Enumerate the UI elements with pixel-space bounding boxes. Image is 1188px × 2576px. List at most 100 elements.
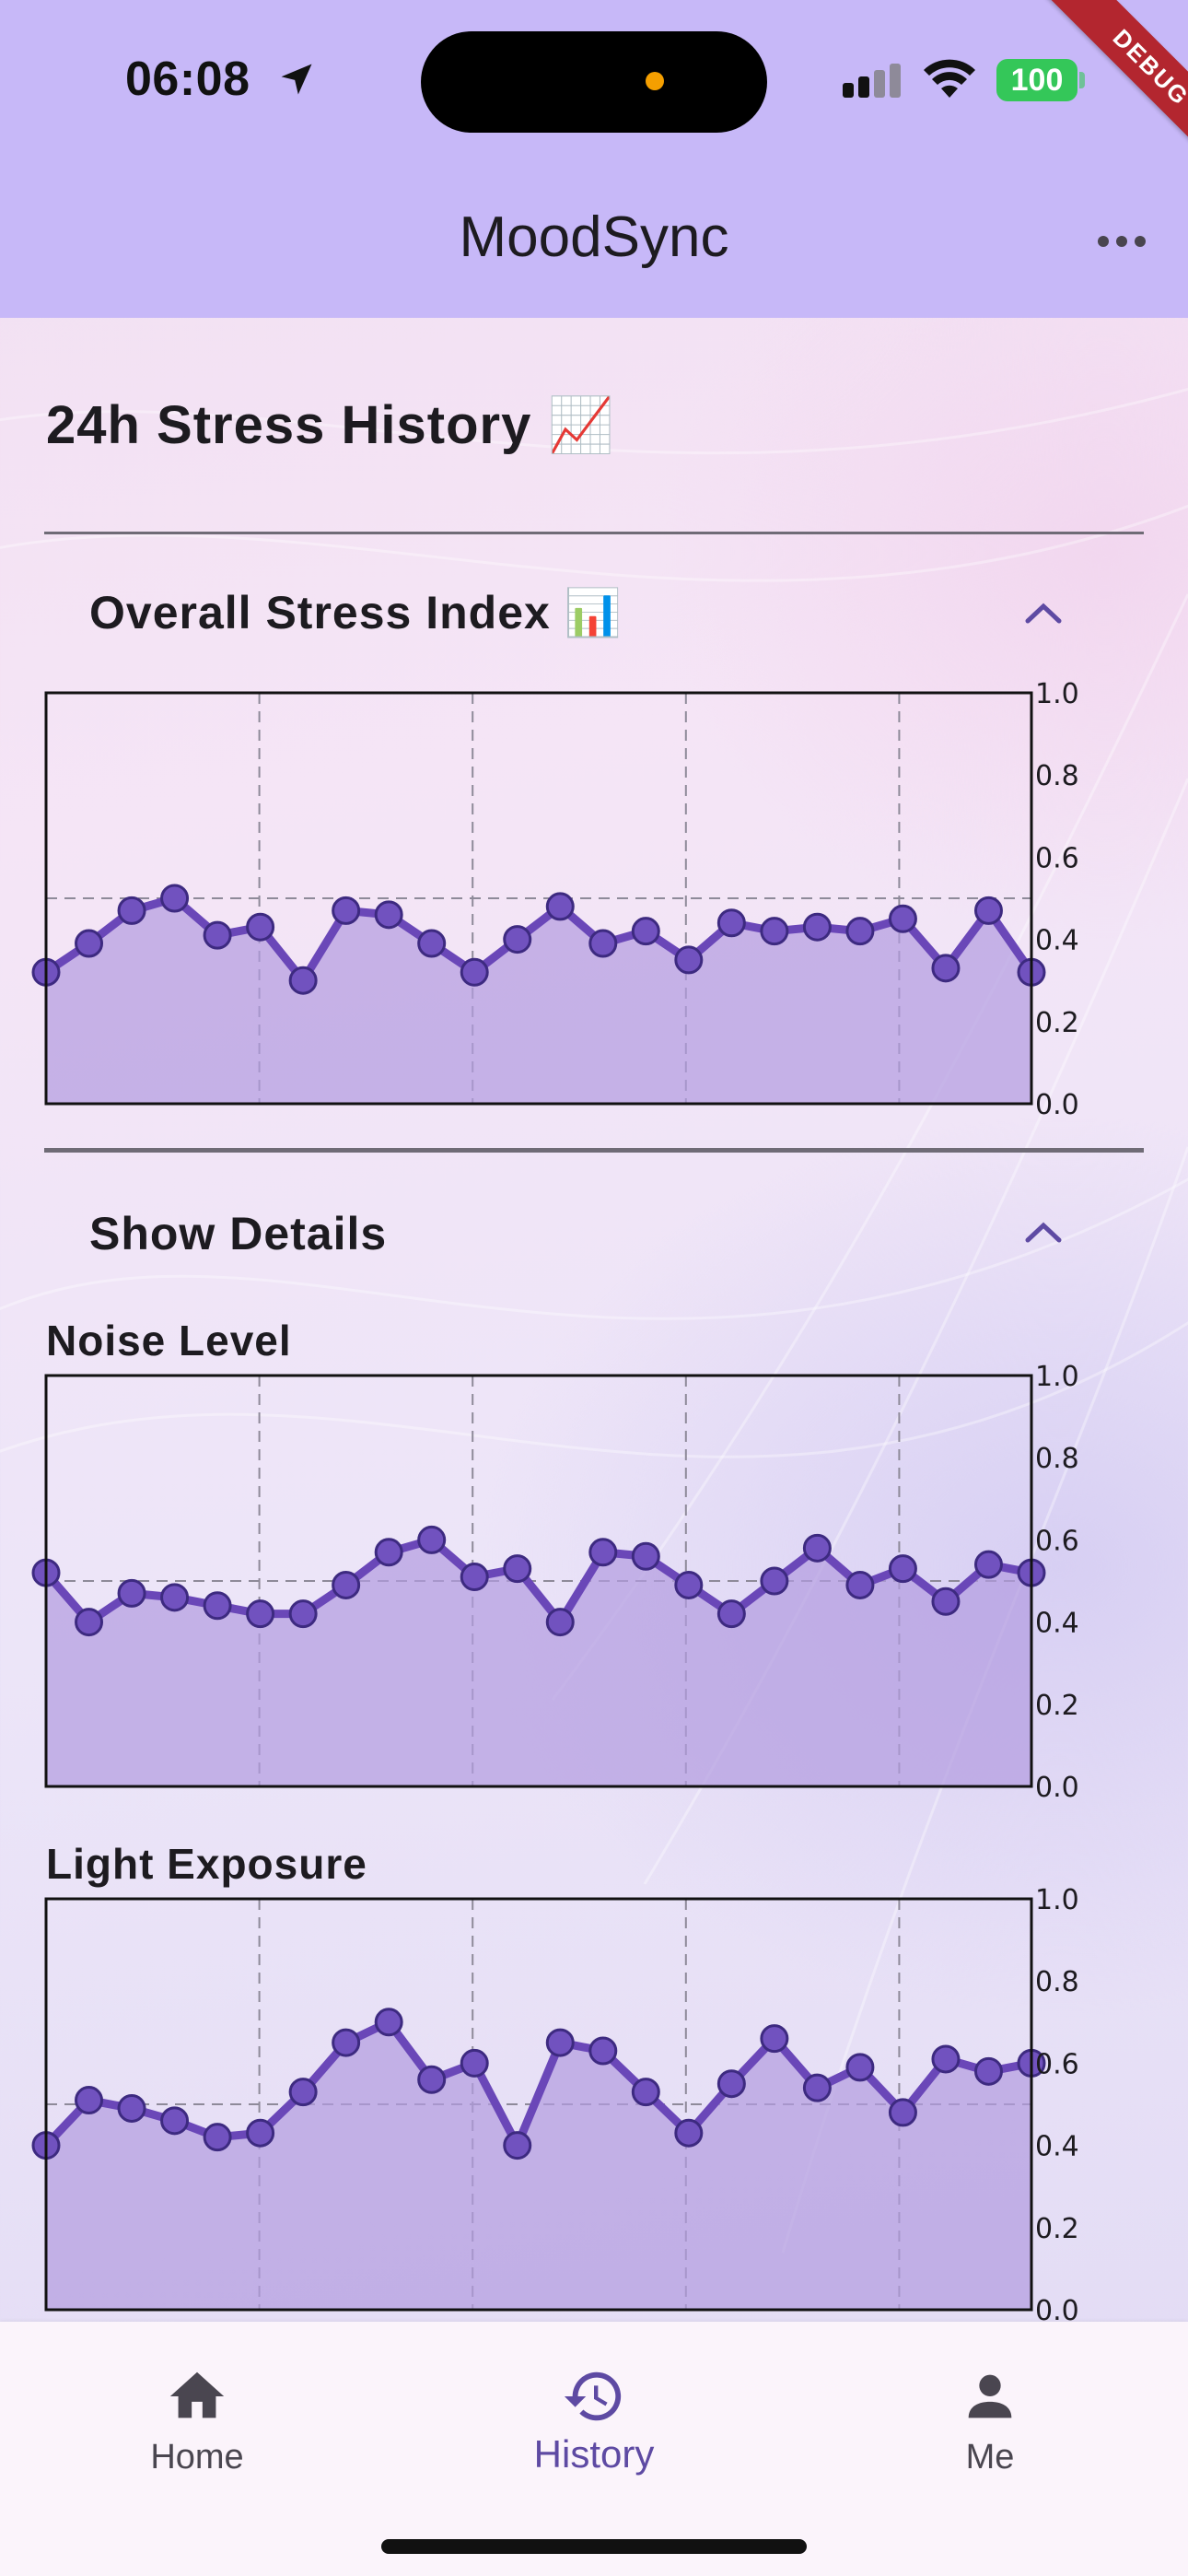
data-point <box>117 2093 146 2123</box>
data-point <box>374 2008 403 2037</box>
bottom-navigation-bar: Home History Me <box>0 2322 1188 2576</box>
y-tick-label: 0.8 <box>1035 1966 1079 1998</box>
data-point <box>460 2048 489 2078</box>
nav-item-me[interactable]: Me <box>879 2346 1101 2502</box>
divider-details <box>44 1148 1144 1153</box>
y-tick-label: 0.6 <box>1035 2048 1079 2080</box>
cellular-signal-icon <box>843 64 901 98</box>
data-point <box>203 1591 232 1621</box>
overall-stress-chart: 0.0 0.2 0.4 0.6 0.8 1.0 <box>0 682 1188 1115</box>
data-point <box>674 945 704 975</box>
status-time: 06:08 <box>125 53 250 106</box>
app-title: MoodSync <box>459 205 729 269</box>
data-point <box>674 1570 704 1599</box>
data-point <box>631 1541 660 1571</box>
data-point <box>246 1599 275 1629</box>
y-tick-label: 1.0 <box>1035 1888 1079 1916</box>
data-point <box>374 1538 403 1567</box>
y-tick-label: 1.0 <box>1035 682 1079 710</box>
data-point <box>75 929 104 958</box>
y-tick-label: 0.8 <box>1035 1443 1079 1475</box>
data-point <box>160 2106 190 2136</box>
show-details-panel-header[interactable]: Show Details <box>89 1208 388 1259</box>
data-point <box>588 2036 618 2066</box>
nav-label-history: History <box>533 2432 655 2476</box>
data-point <box>931 954 961 983</box>
page-title: 24h Stress History 📈 <box>46 395 615 455</box>
nav-item-history[interactable]: History <box>483 2346 705 2502</box>
y-tick-label: 0.0 <box>1035 1772 1079 1797</box>
data-point <box>503 1554 532 1584</box>
data-point <box>545 1608 575 1637</box>
dynamic-island <box>421 31 767 133</box>
noise-level-chart-svg: 0.0 0.2 0.4 0.6 0.8 1.0 <box>31 1364 1079 1797</box>
series-area <box>46 2021 1031 2310</box>
data-point <box>288 966 318 995</box>
data-point <box>545 892 575 921</box>
data-point <box>246 912 275 942</box>
y-tick-label: 0.2 <box>1035 2213 1079 2245</box>
series-area <box>46 898 1031 1104</box>
wifi-icon <box>924 59 975 98</box>
more-options-icon[interactable] <box>1096 228 1147 254</box>
battery-tip <box>1079 72 1085 88</box>
data-point <box>631 2078 660 2107</box>
data-point <box>203 2123 232 2152</box>
data-point <box>802 1533 832 1563</box>
chart-frame <box>44 1374 1033 1788</box>
chevron-up-icon[interactable] <box>1020 599 1066 626</box>
y-tick-label: 0.4 <box>1035 1608 1079 1640</box>
data-point <box>845 2053 875 2082</box>
data-point <box>417 1525 447 1554</box>
data-point <box>160 1583 190 1612</box>
data-point <box>75 1608 104 1637</box>
light-exposure-label: Light Exposure <box>46 1840 367 1888</box>
data-point <box>588 1538 618 1567</box>
overall-stress-panel-header[interactable]: Overall Stress Index 📊 <box>89 587 623 638</box>
data-point <box>117 896 146 925</box>
chart-frame <box>44 1897 1033 2312</box>
data-point <box>973 1550 1003 1579</box>
data-point <box>931 2044 961 2074</box>
data-point <box>332 896 361 925</box>
data-point <box>888 904 917 933</box>
data-point <box>716 908 746 938</box>
chevron-up-icon[interactable] <box>1020 1218 1066 1246</box>
data-point <box>160 884 190 913</box>
nav-label-me: Me <box>965 2438 1015 2476</box>
history-icon <box>564 2371 622 2421</box>
light-exposure-chart-svg: 0.0 0.2 0.4 0.6 0.8 1.0 <box>31 1888 1079 2321</box>
person-icon <box>968 2374 1012 2418</box>
data-point <box>117 1578 146 1608</box>
y-tick-label: 0.2 <box>1035 1007 1079 1039</box>
y-tick-label: 0.0 <box>1035 2295 1079 2321</box>
data-point <box>75 2086 104 2115</box>
y-tick-label: 0.6 <box>1035 1525 1079 1557</box>
home-indicator <box>381 2539 807 2554</box>
divider-top <box>44 532 1144 534</box>
data-point <box>631 917 660 946</box>
data-point <box>973 2056 1003 2086</box>
data-point <box>716 2069 746 2099</box>
overall-stress-chart-svg: 0.0 0.2 0.4 0.6 0.8 1.0 <box>31 682 1079 1115</box>
privacy-indicator-dot <box>646 72 664 90</box>
data-point <box>888 2098 917 2127</box>
data-point <box>503 2131 532 2160</box>
nav-item-home[interactable]: Home <box>87 2346 308 2502</box>
chart-frame <box>44 691 1033 1106</box>
data-point <box>460 1563 489 1592</box>
data-point <box>417 929 447 958</box>
data-point <box>845 917 875 946</box>
data-point <box>888 1554 917 1584</box>
data-point <box>374 900 403 930</box>
data-point <box>545 2028 575 2057</box>
data-point <box>246 2118 275 2148</box>
y-tick-label: 1.0 <box>1035 1364 1079 1393</box>
data-point <box>588 929 618 958</box>
y-tick-label: 0.0 <box>1035 1089 1079 1115</box>
data-point <box>332 2028 361 2057</box>
home-icon <box>169 2371 225 2418</box>
data-point <box>760 1566 789 1596</box>
app-bar: 06:08 100 DEBUG MoodSync <box>0 0 1188 318</box>
data-point <box>460 957 489 987</box>
